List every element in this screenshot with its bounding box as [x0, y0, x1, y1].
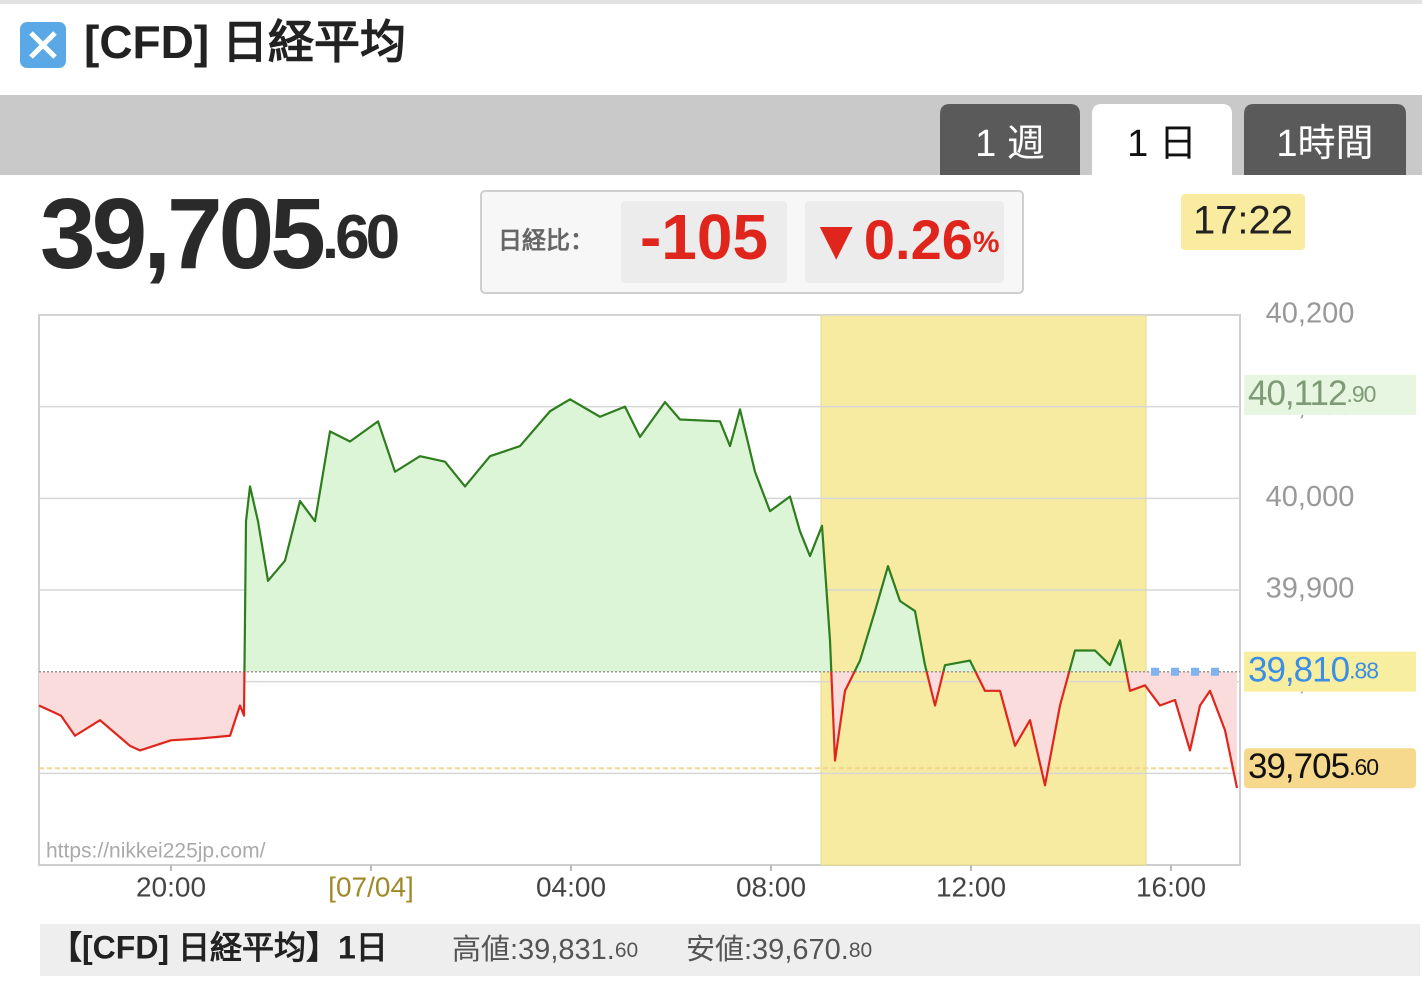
footer-high: 高値:39,831.60	[452, 933, 638, 966]
price-tag-label: 40,112.90	[1248, 374, 1376, 413]
x-tick-label: 04:00	[536, 871, 606, 902]
text-main: ▼0.26	[808, 208, 972, 271]
y-tick-label: 40,000	[1266, 481, 1355, 513]
change: -105	[640, 201, 768, 273]
x-icon-glyph	[29, 31, 57, 59]
text-small: .60	[1349, 754, 1378, 780]
price-tag	[1244, 374, 1416, 415]
x-tick-label: 08:00	[736, 871, 806, 902]
time: 17:22	[1193, 199, 1293, 243]
price-tag-label: 39,705.60	[1248, 747, 1378, 786]
text-small: %	[973, 226, 1000, 259]
tab[interactable]	[940, 104, 1080, 175]
watermark: https://nikkei225jp.com/	[46, 840, 266, 863]
tabs: 1 週 1 日 1時間	[940, 104, 1406, 175]
tab-label[interactable]: 1時間	[1276, 123, 1373, 165]
x-tick-label: 20:00	[136, 871, 206, 902]
text-main: 高値:39,831.	[452, 933, 615, 966]
area	[39, 399, 1237, 788]
tab-label[interactable]: 1 週	[975, 123, 1045, 165]
footer-bar	[40, 924, 1420, 976]
text-main: 39,705	[1248, 747, 1349, 786]
footer-low: 安値:39,670.80	[686, 933, 872, 966]
price-tag	[1244, 651, 1416, 692]
x-tick-label: 16:00	[1136, 871, 1206, 902]
price: 39,705.60	[40, 178, 398, 290]
top-border	[0, 0, 1422, 4]
text-small: .90	[1346, 381, 1375, 407]
text-small: .60	[322, 203, 398, 272]
change-label: 日経比：	[498, 226, 594, 254]
text-small: 80	[849, 939, 872, 962]
text-main: 39,705	[40, 178, 323, 290]
price-tag	[1244, 748, 1416, 789]
text-main: 安値:39,670.	[686, 933, 849, 966]
price-line	[38, 398, 1239, 789]
text-main: 40,112	[1248, 374, 1346, 413]
change-cell	[621, 201, 787, 283]
time-box	[1181, 194, 1305, 250]
y-tick-label: 40,200	[1266, 298, 1355, 330]
text-small: .88	[1349, 658, 1378, 684]
tab[interactable]	[1092, 104, 1232, 175]
price-tag-label: 39,810.88	[1248, 651, 1378, 690]
page-title: [CFD] 日経平均	[84, 16, 406, 68]
change-pct-cell	[805, 201, 1004, 283]
tab-label[interactable]: 1 日	[1127, 123, 1197, 165]
x-tick-label: 12:00	[936, 871, 1006, 902]
text-small: 60	[615, 939, 638, 962]
y-tick-label: 39,900	[1266, 573, 1355, 605]
text-main: 39,810	[1248, 651, 1350, 690]
x-tick-label: [07/04]	[328, 871, 414, 902]
footer-title: 【[CFD] 日経平均】1日	[50, 929, 388, 965]
tab[interactable]	[1244, 104, 1406, 175]
change-pct: ▼0.26%	[808, 208, 999, 271]
chart: 39,70039,80039,90040,00040,10040,20020:0…	[38, 298, 1416, 902]
